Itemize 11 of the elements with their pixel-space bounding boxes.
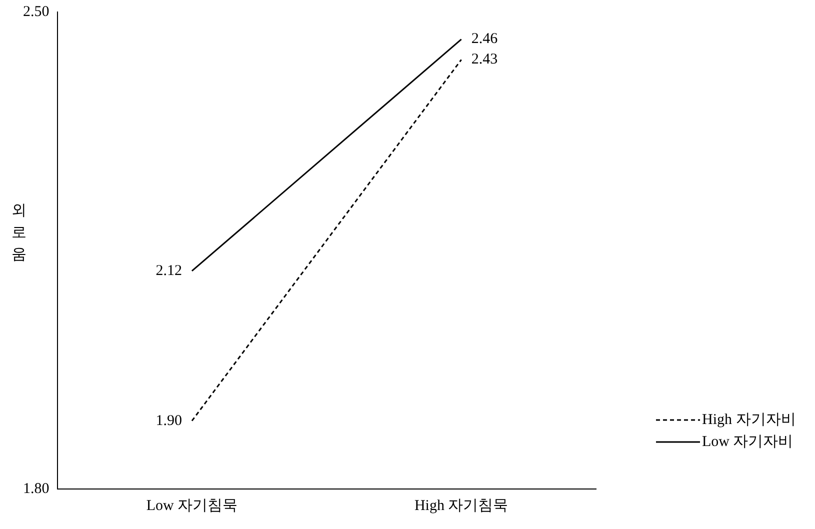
data-label: 1.90 — [156, 412, 182, 429]
data-label: 2.12 — [156, 262, 182, 279]
y-tick-label: 1.80 — [23, 480, 50, 497]
legend-label: Low 자기자비 — [702, 434, 794, 450]
legend-label: High 자기자비 — [702, 412, 796, 428]
x-tick-label: High 자기침묵 — [414, 498, 508, 514]
data-label: 2.46 — [471, 31, 498, 48]
y-axis-title: 외로움 — [10, 202, 28, 265]
x-tick-label: Low 자기침묵 — [146, 498, 238, 514]
data-label: 2.43 — [471, 52, 498, 68]
y-tick-label: 2.50 — [23, 4, 50, 20]
